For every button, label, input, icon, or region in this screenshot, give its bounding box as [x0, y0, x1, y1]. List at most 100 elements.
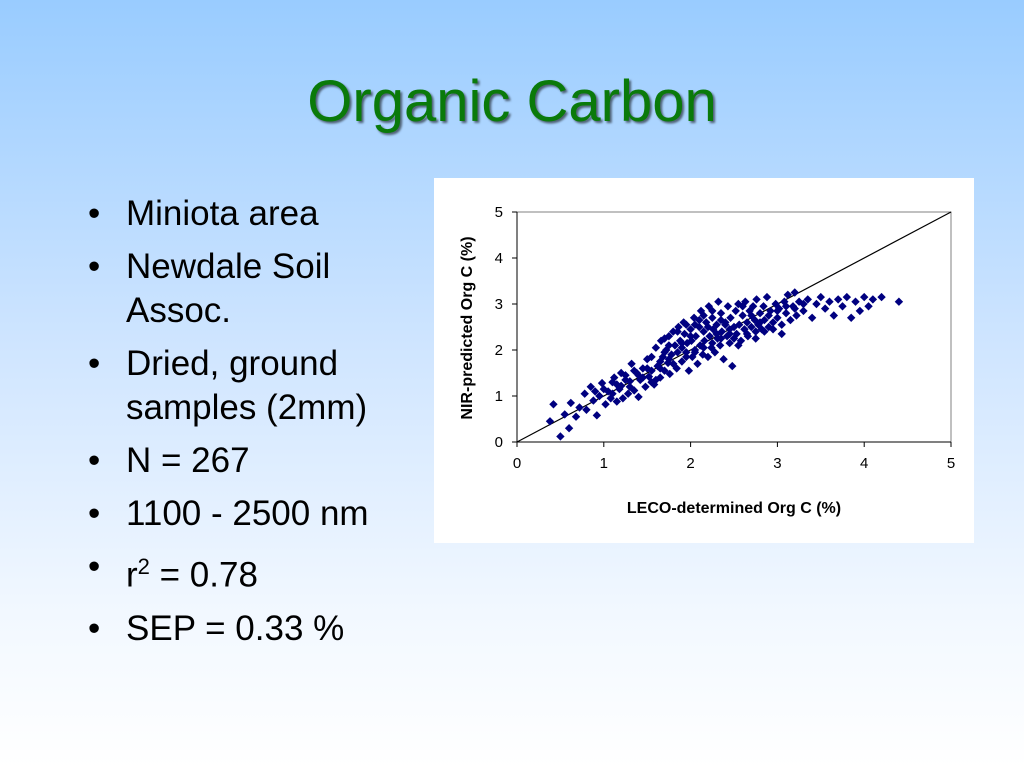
data-point	[560, 410, 569, 419]
data-point	[777, 329, 786, 339]
data-point	[820, 304, 830, 313]
data-point	[625, 382, 635, 391]
data-point	[597, 378, 607, 388]
data-point	[777, 320, 786, 329]
bullet-item: • r2 = 0.78	[88, 545, 428, 598]
x-tick-label: 2	[686, 455, 694, 472]
data-point	[660, 334, 669, 343]
data-point	[747, 322, 756, 332]
x-tick-label: 0	[513, 455, 521, 472]
data-point	[592, 411, 602, 420]
data-point	[731, 306, 740, 316]
data-point	[691, 332, 701, 341]
data-point	[719, 355, 728, 364]
data-point	[621, 375, 630, 385]
data-point	[638, 364, 648, 373]
x-axis-title: LECO-determined Org C (%)	[627, 500, 841, 517]
data-point	[641, 382, 650, 391]
data-point	[623, 389, 633, 398]
data-point	[783, 290, 793, 299]
data-point	[716, 315, 726, 325]
x-tick-label: 5	[947, 455, 955, 472]
bullet-dot-icon: •	[88, 547, 101, 586]
x-tick-label: 4	[860, 455, 868, 472]
bullet-item: • Miniota area	[88, 192, 428, 236]
data-point	[566, 398, 576, 408]
data-point	[679, 318, 688, 327]
data-point	[790, 288, 799, 297]
data-point	[842, 292, 852, 302]
data-point	[699, 327, 708, 336]
data-point	[794, 297, 804, 306]
y-axis-title: NIR-predicted Org C (%)	[459, 236, 476, 419]
data-point	[695, 315, 704, 325]
data-point	[742, 329, 752, 339]
scatter-chart: 0 1 2 3 4 5 0 1 2 3 4 5 LECO-determined Org C (%) N…	[434, 178, 974, 543]
bullet-dot-icon: •	[88, 194, 101, 233]
bullet-item: • SEP = 0.33 %	[88, 607, 428, 651]
data-point	[729, 322, 739, 332]
data-point	[634, 392, 643, 402]
data-point	[877, 292, 886, 302]
data-point	[864, 302, 873, 311]
data-point	[556, 432, 565, 441]
data-point	[773, 313, 782, 322]
bullet-dot-icon: •	[88, 441, 101, 480]
data-point	[564, 424, 574, 433]
data-point	[812, 299, 821, 309]
data-point	[773, 306, 782, 316]
bullet-text: 1100 - 2500 nm	[126, 494, 369, 533]
data-point	[682, 352, 691, 362]
data-point	[833, 295, 843, 304]
plot-marks: 0 1 2 3 4 5 0 1 2 3 4 5	[495, 204, 956, 472]
data-point	[799, 299, 808, 309]
y-tick-label: 3	[495, 296, 503, 313]
data-point	[738, 311, 747, 320]
data-point	[762, 292, 772, 302]
bullet-dot-icon: •	[88, 494, 101, 533]
data-point	[851, 297, 860, 306]
data-point	[696, 306, 706, 316]
data-point	[638, 373, 648, 382]
data-point	[829, 311, 839, 320]
bullet-list: • Miniota area • Newdale Soil Assoc. • Drie…	[88, 192, 428, 660]
bullet-item: • 1100 - 2500 nm	[88, 492, 428, 536]
data-point	[699, 311, 708, 320]
data-point	[735, 320, 744, 329]
y-tick-label: 5	[495, 204, 503, 221]
data-point	[684, 366, 694, 375]
data-point	[716, 334, 726, 343]
data-point	[669, 327, 678, 336]
data-point	[894, 297, 904, 306]
bullet-text: Miniota area	[126, 194, 319, 233]
bullet-superscript: 2	[137, 554, 150, 579]
bullet-text: Newdale Soil Assoc.	[126, 247, 331, 330]
data-point	[601, 400, 610, 409]
data-point	[838, 302, 847, 311]
data-point	[674, 322, 683, 332]
data-point	[590, 387, 600, 396]
bullet-dot-icon: •	[88, 247, 101, 286]
data-point	[715, 341, 725, 350]
data-point	[716, 309, 726, 318]
data-point	[686, 325, 695, 334]
data-point	[618, 394, 628, 403]
data-point	[860, 292, 869, 302]
data-point	[571, 412, 581, 421]
data-point	[693, 359, 702, 368]
data-point	[651, 375, 661, 385]
data-point	[807, 313, 817, 322]
slide-title: Organic Carbon	[307, 69, 717, 134]
x-tick-label: 1	[600, 455, 608, 472]
data-point	[651, 343, 661, 352]
data-point	[855, 306, 865, 316]
data-point	[846, 313, 856, 322]
y-tick-label: 4	[495, 250, 503, 267]
data-point	[686, 332, 695, 341]
data-point	[760, 315, 769, 325]
data-point	[816, 292, 825, 302]
data-point	[728, 361, 737, 371]
data-point	[723, 302, 733, 311]
data-point	[803, 295, 812, 304]
data-point	[699, 343, 708, 352]
